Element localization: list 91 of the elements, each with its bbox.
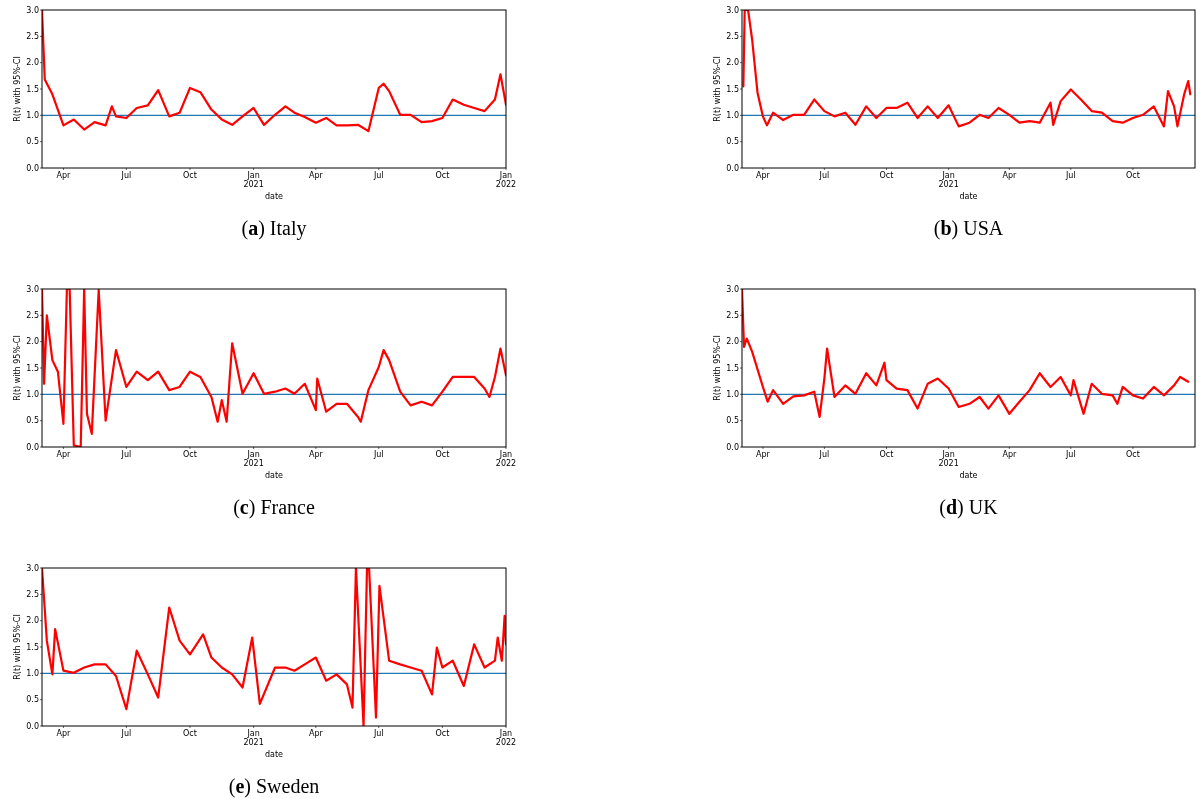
y-tick-label: 1.0 — [26, 390, 39, 400]
text: (c) France — [233, 496, 315, 519]
y-tick-label: 2.0 — [726, 337, 739, 347]
x-tick-label: Jul — [818, 171, 830, 180]
y-tick-label: 2.5 — [726, 32, 739, 42]
y-tick-label: 0.0 — [726, 163, 739, 173]
x-tick-label: Jan 2022 — [495, 171, 517, 189]
x-tick-label: Jan 2021 — [938, 171, 959, 189]
y-axis-title: R(t) with 95%-CI — [13, 614, 22, 680]
y-tick-label: 2.5 — [26, 311, 39, 321]
x-tick-label: Jul — [818, 450, 830, 459]
x-tick-label: Apr — [756, 450, 771, 459]
x-tick-label: Jan 2022 — [495, 450, 517, 468]
x-tick-label: Oct — [879, 171, 894, 180]
y-tick-label: 2.5 — [26, 590, 39, 600]
y-tick-label: 1.5 — [26, 642, 39, 652]
text: (b) USA — [933, 217, 1004, 240]
line-series — [42, 289, 506, 447]
y-tick-label: 0.5 — [726, 416, 739, 426]
y-tick-label: 3.0 — [726, 284, 739, 294]
y-tick-label: 3.0 — [26, 563, 39, 573]
x-tick-label: Jul — [120, 729, 132, 738]
text: (a) Italy — [241, 217, 307, 240]
y-tick-label: 1.5 — [26, 84, 39, 94]
x-tick-label: Oct — [183, 171, 197, 180]
y-axis-title: R(t) with 95%-CI — [713, 56, 722, 122]
y-tick-label: 1.5 — [26, 363, 39, 373]
x-axis-title: date — [959, 192, 978, 201]
y-axis-title: R(t) with 95%-CI — [713, 335, 722, 401]
y-tick-label: 2.0 — [26, 58, 39, 68]
x-axis-title: date — [959, 471, 978, 480]
x-axis-title: date — [264, 192, 284, 201]
y-tick-label: 1.0 — [726, 390, 739, 400]
y-tick-label: 2.0 — [26, 337, 39, 347]
x-tick-label: Jan 2021 — [243, 171, 264, 189]
y-tick-label: 0.0 — [26, 442, 39, 452]
x-tick-label: Jul — [372, 171, 384, 180]
x-tick-label: Oct — [1125, 171, 1140, 180]
y-tick-label: 0.0 — [26, 721, 39, 731]
y-axis-title: R(t) with 95%-CI — [13, 56, 22, 122]
text: (d) UK — [939, 496, 999, 519]
x-tick-label: Oct — [435, 450, 450, 459]
y-tick-label: 3.0 — [726, 5, 739, 15]
x-tick-label: Oct — [435, 171, 450, 180]
x-tick-label: Jan 2021 — [243, 450, 264, 468]
x-axis-title: date — [264, 750, 284, 759]
x-tick-label: Jan 2021 — [938, 450, 959, 468]
y-tick-label: 2.0 — [726, 58, 739, 68]
x-tick-label: Jul — [120, 171, 132, 180]
x-tick-label: Apr — [756, 171, 771, 180]
y-tick-label: 0.0 — [726, 442, 739, 452]
x-tick-label: Oct — [435, 729, 450, 738]
x-tick-label: Apr — [308, 450, 324, 459]
x-tick-label: Jul — [120, 450, 132, 459]
x-tick-label: Jul — [372, 450, 384, 459]
y-tick-label: 2.5 — [726, 311, 739, 321]
y-tick-label: 0.0 — [26, 163, 39, 173]
y-tick-label: 3.0 — [26, 5, 39, 15]
text: (e) Sweden — [228, 775, 320, 798]
line-series — [742, 10, 1192, 128]
y-tick-label: 1.0 — [26, 111, 39, 121]
x-tick-label: Oct — [183, 450, 197, 459]
y-tick-label: 1.5 — [726, 363, 739, 373]
y-tick-label: 1.0 — [726, 111, 739, 121]
y-tick-label: 0.5 — [26, 416, 39, 426]
y-tick-label: 2.5 — [26, 32, 39, 42]
x-tick-label: Jul — [1064, 171, 1076, 180]
y-tick-label: 0.5 — [26, 695, 39, 705]
line-series — [42, 568, 506, 726]
y-tick-label: 1.5 — [726, 84, 739, 94]
x-tick-label: Jul — [372, 729, 384, 738]
y-tick-label: 0.5 — [726, 137, 739, 147]
y-tick-label: 2.0 — [26, 616, 39, 626]
x-tick-label: Oct — [879, 450, 894, 459]
x-tick-label: Jul — [1064, 450, 1076, 459]
y-axis-title: R(t) with 95%-CI — [13, 335, 22, 401]
x-tick-label: Apr — [56, 171, 72, 180]
x-axis-title: date — [264, 471, 284, 480]
y-tick-label: 0.5 — [26, 137, 39, 147]
x-tick-label: Oct — [1125, 450, 1140, 459]
x-tick-label: Jan 2021 — [243, 729, 264, 747]
x-tick-label: Apr — [1002, 171, 1017, 180]
y-tick-label: 1.0 — [26, 669, 39, 679]
x-tick-label: Jan 2022 — [495, 729, 517, 747]
x-tick-label: Oct — [183, 729, 197, 738]
x-tick-label: Apr — [308, 171, 324, 180]
x-tick-label: Apr — [308, 729, 324, 738]
x-tick-label: Apr — [56, 450, 72, 459]
x-tick-label: Apr — [56, 729, 72, 738]
x-tick-label: Apr — [1002, 450, 1017, 459]
y-tick-label: 3.0 — [26, 284, 39, 294]
